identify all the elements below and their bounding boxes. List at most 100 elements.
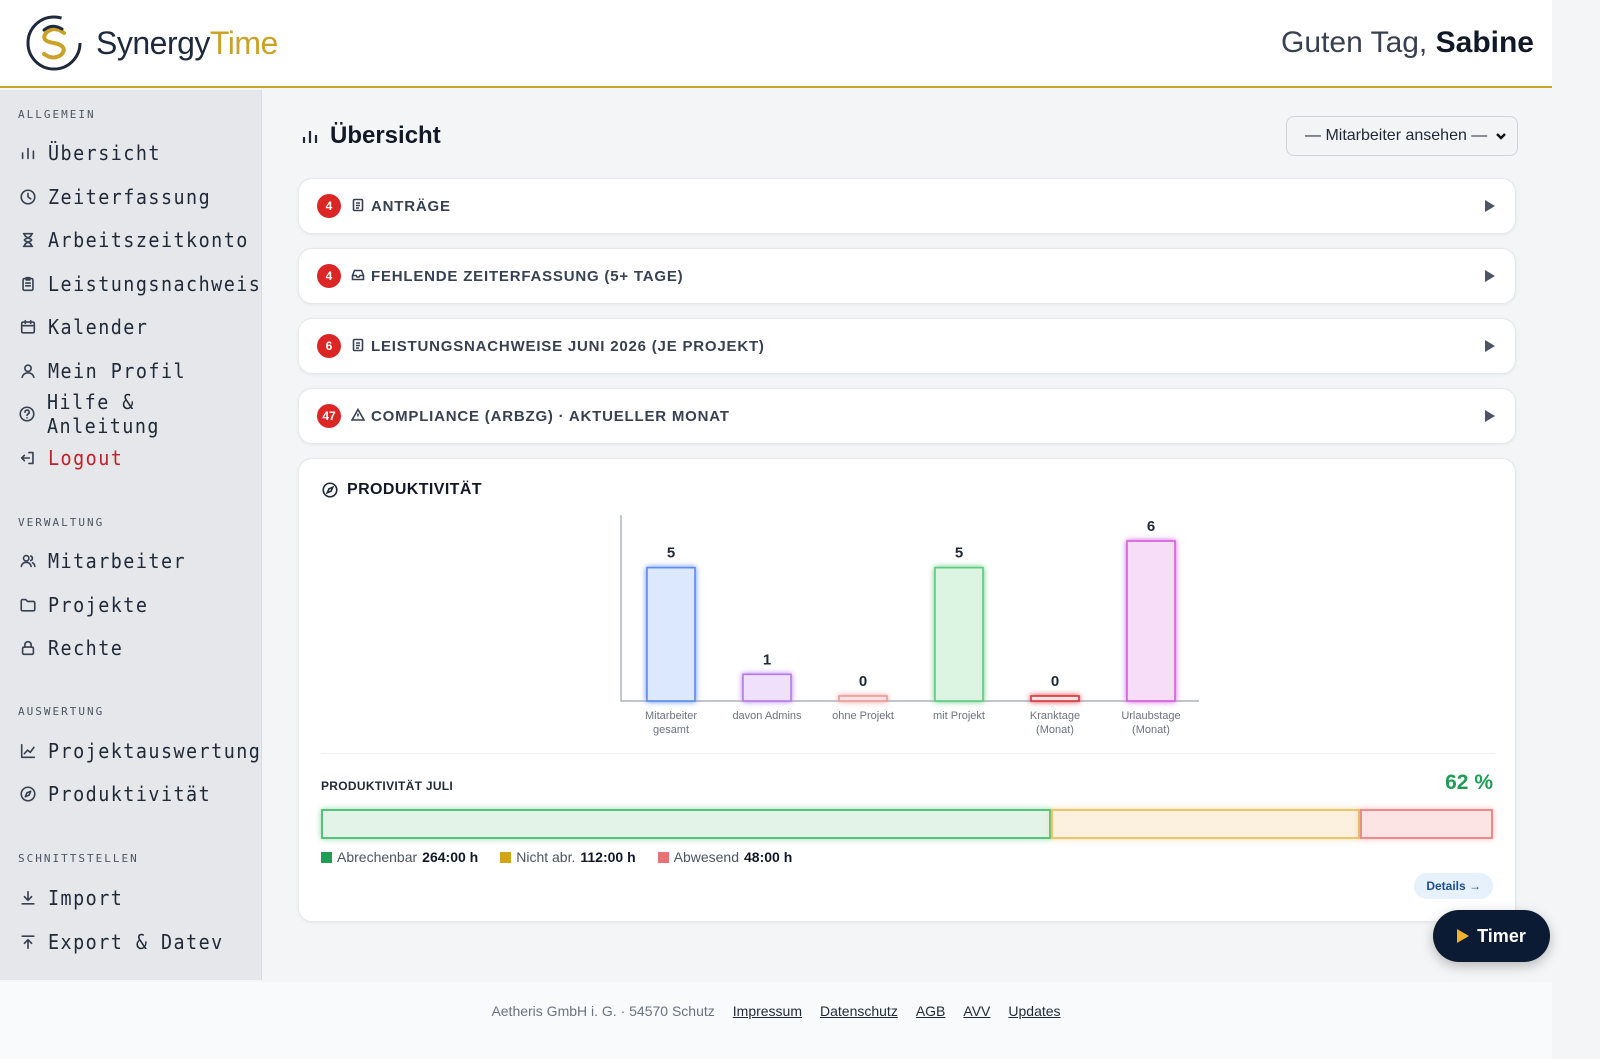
chart-bar [742, 673, 792, 702]
footer-link-avv[interactable]: AVV [963, 1002, 991, 1019]
sidebar-item-label: Import [48, 886, 124, 910]
chart-bar [838, 695, 888, 702]
chart-bar [646, 566, 696, 702]
legend-item: Abrechenbar 264:00 h [321, 849, 478, 865]
accordion-label: ANTRÄGE [371, 197, 451, 215]
productivity-percent: 62 % [1445, 771, 1493, 794]
sidebar-item-hilfe[interactable]: Hilfe & Anleitung [18, 390, 261, 438]
sidebar-item-label: Mein Profil [48, 359, 187, 383]
sidebar-item-label: Zeiterfassung [48, 185, 212, 209]
productivity-legend: Abrechenbar 264:00 h Nicht abr. 112:00 h… [321, 849, 792, 865]
card-title: PRODUKTIVITÄT [347, 481, 482, 498]
sidebar-item-projektauswertung[interactable]: Projektauswertung [18, 736, 280, 766]
expand-arrow-icon [1485, 200, 1495, 212]
lock-icon [18, 638, 38, 658]
chart-bar [934, 566, 984, 702]
sidebar-item-label: Kalender [48, 315, 149, 339]
user-name: Sabine [1435, 26, 1534, 59]
inbox-icon [351, 268, 367, 284]
accordion-label: COMPLIANCE (ARBZG) · AKTUELLER MONAT [371, 407, 730, 425]
productivity-card: PRODUKTIVITÄT 5 Mitarbeiter gesamt 1 davon A… [298, 458, 1516, 922]
legend-value: 112:00 h [580, 849, 636, 865]
count-badge: 6 [317, 334, 341, 358]
chart-tick-label: mit Projekt [933, 710, 985, 722]
compass-icon [18, 784, 38, 804]
chart-axis [620, 515, 1199, 702]
expand-arrow-icon [1485, 410, 1495, 422]
chart-tick-label: davon Admins [732, 710, 802, 722]
chart-data-label: 6 [1147, 518, 1155, 535]
accordion-label: FEHLENDE ZEITERFASSUNG (5+ TAGE) [371, 267, 684, 285]
timer-button[interactable]: Timer [1433, 910, 1550, 962]
clock-icon [18, 187, 38, 207]
legend-label: Nicht abr. [516, 849, 576, 865]
sidebar-item-leistungsnachweis[interactable]: Leistungsnachweis [18, 269, 280, 299]
chart-data-label: 5 [955, 545, 963, 562]
sidebar-item-produktivitaet[interactable]: Produktivität [18, 779, 225, 809]
synergy-logo-icon [26, 15, 82, 71]
app-header: SynergyTime Guten Tag, Sabine [0, 0, 1552, 88]
legend-value: 264:00 h [422, 849, 479, 865]
brand-name: SynergyTime [96, 24, 278, 61]
chart-tick-label: Mitarbeiter [645, 710, 697, 722]
legend-swatch [321, 851, 332, 863]
sidebar-item-label: Logout [48, 446, 124, 470]
sidebar-item-rechte[interactable]: Rechte [18, 633, 130, 663]
legend-label: Abwesend [673, 849, 740, 865]
brand[interactable]: SynergyTime [24, 13, 278, 73]
folder-icon [18, 595, 38, 615]
section-label-verwaltung: VERWALTUNG [18, 516, 105, 529]
sidebar-item-label: Leistungsnachweis [48, 272, 262, 296]
chart-tick-label: ohne Projekt [832, 710, 894, 722]
calendar-icon [18, 317, 38, 337]
accordion-leistungsnachweise[interactable]: 6 LEISTUNGSNACHWEISE JUNI 2026 (JE PROJE… [298, 318, 1516, 374]
legend-swatch [500, 851, 512, 863]
accordion-label: LEISTUNGSNACHWEISE JUNI 2026 (JE PROJEKT… [371, 337, 765, 355]
sidebar-item-logout[interactable]: Logout [18, 443, 130, 473]
footer-link-impressum[interactable]: Impressum [732, 1002, 802, 1019]
chart-tick-label: gesamt [653, 724, 689, 736]
bar-chart-icon [18, 143, 38, 163]
legend-item: Abwesend 48:00 h [657, 849, 792, 865]
footer: Aetheris GmbH i. G. · 54570 Schutz Impre… [0, 982, 1552, 1059]
segment-abwesend [1360, 809, 1493, 839]
sidebar-item-arbeitszeitkonto[interactable]: Arbeitszeitkonto [18, 225, 266, 255]
details-button[interactable]: Details → [1414, 873, 1493, 899]
sidebar-item-label: Übersicht [48, 141, 161, 165]
footer-company: Aetheris GmbH i. G. · 54570 Schutz [491, 1002, 715, 1019]
sidebar-item-label: Mitarbeiter [48, 549, 187, 573]
sidebar-item-import[interactable]: Import [18, 883, 130, 913]
employee-select[interactable]: — Mitarbeiter ansehen — [1286, 116, 1518, 156]
count-badge: 4 [317, 264, 341, 288]
sidebar-item-label: Produktivität [48, 782, 212, 806]
sidebar-item-projekte[interactable]: Projekte [18, 590, 157, 620]
sidebar-item-mitarbeiter[interactable]: Mitarbeiter [18, 546, 198, 576]
sidebar-item-kalender[interactable]: Kalender [18, 312, 157, 342]
accordion-antraege[interactable]: 4 ANTRÄGE [298, 178, 1516, 234]
sidebar-item-zeiterfassung[interactable]: Zeiterfassung [18, 182, 225, 212]
sidebar-item-export-datev[interactable]: Export & Datev [18, 927, 239, 957]
sidebar-item-mein-profil[interactable]: Mein Profil [18, 356, 198, 386]
chart-bar [1126, 540, 1176, 702]
document-icon [351, 338, 367, 354]
chart-tick-label: Urlaubstage [1121, 710, 1180, 722]
warning-icon [350, 407, 367, 424]
sidebar-item-label: Projekte [48, 593, 149, 617]
download-icon [18, 888, 38, 908]
chart-data-label: 5 [667, 545, 675, 562]
accordion-compliance[interactable]: 47 COMPLIANCE (ARBZG) · AKTUELLER MONAT [298, 388, 1516, 444]
greeting: Guten Tag, Sabine [1281, 26, 1534, 59]
footer-link-datenschutz[interactable]: Datenschutz [820, 1002, 898, 1019]
footer-link-agb[interactable]: AGB [915, 1002, 946, 1019]
chart-tick-label: Kranktage [1030, 710, 1080, 722]
divider [321, 753, 1495, 754]
footer-link-updates[interactable]: Updates [1008, 1002, 1061, 1019]
compass-icon [322, 482, 338, 498]
sidebar-item-uebersicht[interactable]: Übersicht [18, 138, 171, 168]
document-icon [351, 198, 367, 214]
chart-tick-label: (Monat) [1132, 724, 1170, 736]
legend-label: Abrechenbar [337, 849, 418, 865]
bar-chart-icon [302, 131, 318, 143]
accordion-fehlende-zeiterfassung[interactable]: 4 FEHLENDE ZEITERFASSUNG (5+ TAGE) [298, 248, 1516, 304]
timer-label: Timer [1477, 925, 1526, 946]
